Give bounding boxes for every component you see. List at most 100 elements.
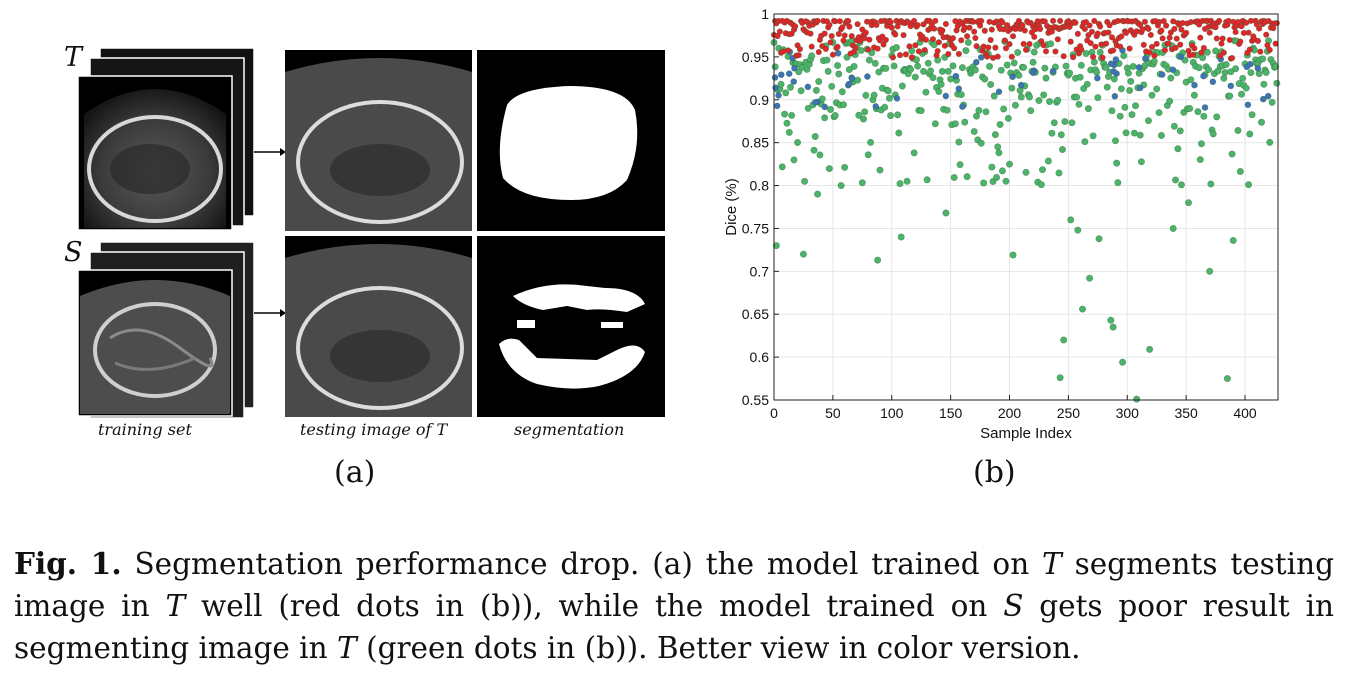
blue-dot bbox=[1029, 69, 1037, 77]
panel-a-label: (a) bbox=[334, 455, 376, 490]
red-dot bbox=[987, 36, 994, 44]
green-dot bbox=[1121, 103, 1129, 111]
blue-dot bbox=[952, 72, 960, 80]
red-dot bbox=[1090, 53, 1097, 61]
green-dot bbox=[920, 67, 928, 75]
green-dot bbox=[1015, 71, 1023, 79]
green-dot bbox=[1035, 97, 1043, 105]
green-dot bbox=[865, 56, 873, 64]
blue-dot bbox=[772, 84, 779, 92]
caption-var-4: T bbox=[337, 631, 357, 665]
green-dot bbox=[949, 62, 957, 70]
red-dot bbox=[1026, 40, 1033, 48]
red-dot bbox=[931, 25, 938, 32]
blue-dot bbox=[773, 102, 781, 110]
green-dot bbox=[892, 44, 900, 52]
red-dot bbox=[1161, 47, 1169, 54]
red-dot bbox=[852, 44, 859, 51]
red-dot bbox=[1091, 17, 1098, 25]
green-dot bbox=[1155, 109, 1163, 117]
green-dot bbox=[987, 81, 995, 89]
green-dot bbox=[1119, 358, 1127, 366]
green-dot bbox=[897, 233, 905, 241]
green-dot bbox=[885, 94, 893, 102]
green-dot bbox=[1117, 85, 1125, 93]
green-dot bbox=[1054, 96, 1062, 104]
red-dot bbox=[1141, 18, 1149, 25]
x-tick-label: 100 bbox=[880, 405, 904, 421]
green-dot bbox=[1172, 176, 1180, 184]
green-dot bbox=[861, 108, 869, 116]
green-dot bbox=[859, 115, 867, 123]
y-tick-label: 0.9 bbox=[750, 92, 770, 108]
green-dot bbox=[831, 111, 839, 119]
red-dot bbox=[822, 45, 829, 53]
red-dot bbox=[836, 18, 844, 25]
green-dot bbox=[810, 146, 818, 154]
set-label-t: T bbox=[64, 42, 83, 73]
red-dot bbox=[1060, 53, 1067, 60]
green-dot bbox=[1009, 251, 1017, 259]
green-dot bbox=[998, 167, 1006, 175]
green-dot bbox=[898, 82, 906, 90]
red-dot bbox=[1022, 46, 1030, 53]
segmentation-mask-bottom bbox=[477, 236, 665, 417]
green-dot bbox=[995, 149, 1003, 157]
green-dot bbox=[1037, 181, 1045, 189]
green-dot bbox=[1221, 69, 1229, 77]
green-dot bbox=[1011, 101, 1019, 109]
green-dot bbox=[938, 67, 946, 75]
red-dot bbox=[934, 47, 941, 55]
red-dot bbox=[1117, 43, 1124, 50]
green-dot bbox=[1258, 118, 1266, 126]
green-dot bbox=[882, 64, 890, 72]
red-dot bbox=[902, 51, 909, 58]
red-dot bbox=[874, 45, 881, 52]
blue-dot bbox=[778, 71, 785, 79]
green-dot bbox=[824, 67, 832, 75]
green-dot bbox=[997, 66, 1005, 74]
red-dot bbox=[1200, 44, 1207, 52]
red-dot bbox=[1087, 40, 1094, 47]
red-dot bbox=[984, 53, 991, 60]
green-dot bbox=[1068, 119, 1076, 127]
green-dot bbox=[1262, 69, 1270, 77]
green-dot bbox=[1093, 68, 1101, 76]
red-dot bbox=[958, 37, 965, 44]
green-dot bbox=[1205, 66, 1213, 74]
green-dot bbox=[1094, 94, 1102, 102]
green-dot bbox=[1195, 64, 1203, 72]
y-tick-label: 0.65 bbox=[742, 306, 769, 322]
green-dot bbox=[834, 62, 842, 70]
red-dot bbox=[1072, 19, 1079, 26]
red-dot bbox=[1081, 25, 1088, 33]
red-dot bbox=[1009, 33, 1017, 40]
green-dot bbox=[1020, 63, 1028, 71]
red-dot bbox=[1019, 22, 1026, 29]
blue-dot bbox=[955, 85, 963, 93]
caption-text-3: well (red dots in (b)), while the model … bbox=[185, 589, 1004, 623]
red-dot bbox=[1122, 29, 1130, 36]
red-dot bbox=[1074, 30, 1081, 37]
green-dot bbox=[1226, 92, 1234, 100]
plot-frame bbox=[773, 13, 1279, 401]
red-dot bbox=[862, 29, 869, 36]
green-dot bbox=[991, 131, 999, 139]
red-dot bbox=[1171, 25, 1178, 32]
green-dot bbox=[958, 64, 966, 72]
green-dot bbox=[782, 89, 790, 97]
red-dot bbox=[1183, 29, 1190, 36]
red-dot bbox=[951, 45, 958, 52]
red-dot bbox=[985, 44, 992, 51]
blue-dot bbox=[972, 58, 980, 66]
red-dot bbox=[949, 35, 957, 42]
green-dot bbox=[801, 177, 809, 185]
dice-scatter-chart: 0.55 0.6 0.65 0.7 0.75 0.8 0.85 0.9 0.95 1 0 50 100 1… bbox=[723, 6, 1281, 442]
green-dot bbox=[1014, 48, 1022, 56]
green-dot bbox=[1050, 119, 1058, 127]
red-dot bbox=[1146, 49, 1153, 56]
green-dot bbox=[1046, 98, 1054, 106]
green-dot bbox=[771, 63, 779, 71]
green-dot bbox=[1038, 166, 1046, 174]
red-dot bbox=[882, 36, 889, 43]
